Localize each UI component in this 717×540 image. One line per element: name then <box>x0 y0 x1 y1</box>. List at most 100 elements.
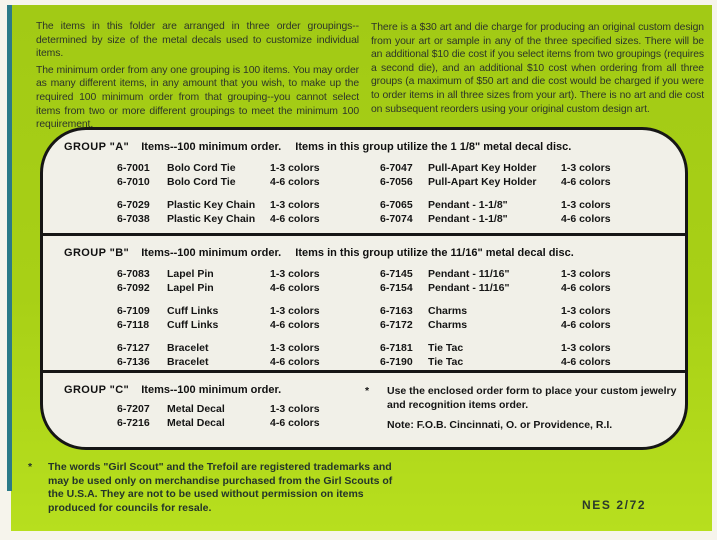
item-name: Pendant - 11/16" <box>428 282 510 294</box>
item-code: 6-7163 <box>380 305 413 317</box>
item-colors: 1-3 colors <box>270 199 320 211</box>
table-row: 6-7038 Plastic Key Chain 4-6 colors <box>117 212 320 226</box>
item-colors: 4-6 colors <box>270 356 320 368</box>
item-colors: 4-6 colors <box>270 282 320 294</box>
group-a-left-column: 6-7001 Bolo Cord Tie 1-3 colors 6-7010 B… <box>117 161 320 226</box>
form-code: NES 2/72 <box>582 498 647 512</box>
group-desc: Items in this group utilize the 1 1/8" m… <box>295 141 572 153</box>
fob-note: Note: F.O.B. Cincinnati, O. or Providenc… <box>387 419 613 431</box>
item-colors: 1-3 colors <box>561 268 611 280</box>
item-colors: 4-6 colors <box>270 319 320 331</box>
intro-right-paragraph-1: There is a $30 art and die charge for pr… <box>371 22 704 115</box>
table-row: 6-7118 Cuff Links 4-6 colors <box>117 318 320 332</box>
group-a-header: GROUP "A" Items--100 minimum order. Item… <box>43 130 685 153</box>
trademark-footnote-text: The words "Girl Scout" and the Trefoil a… <box>48 461 393 514</box>
table-row: 6-7145 Pendant - 11/16" 1-3 colors <box>380 267 611 281</box>
table-row: 6-7074 Pendant - 1-1/8" 4-6 colors <box>380 212 611 226</box>
item-name: Charms <box>428 305 468 317</box>
item-colors: 4-6 colors <box>270 417 320 429</box>
item-code: 6-7118 <box>117 319 150 331</box>
item-colors: 1-3 colors <box>561 342 611 354</box>
asterisk-marker: * <box>28 461 33 473</box>
item-colors: 4-6 colors <box>561 319 611 331</box>
table-row: 6-7154 Pendant - 11/16" 4-6 colors <box>380 281 611 295</box>
item-colors: 1-3 colors <box>270 162 320 174</box>
item-colors: 1-3 colors <box>561 162 611 174</box>
table-row: 6-7172 Charms 4-6 colors <box>380 318 611 332</box>
table-row: 6-7207 Metal Decal 1-3 colors <box>117 402 320 416</box>
item-code: 6-7181 <box>380 342 413 354</box>
item-name: Metal Decal <box>167 403 225 415</box>
item-name: Cuff Links <box>167 319 219 331</box>
item-colors: 1-3 colors <box>561 305 611 317</box>
item-colors: 4-6 colors <box>561 282 611 294</box>
table-row: 6-7001 Bolo Cord Tie 1-3 colors <box>117 161 320 175</box>
table-row: 6-7010 Bolo Cord Tie 4-6 colors <box>117 175 320 189</box>
table-row: 6-7216 Metal Decal 4-6 colors <box>117 416 320 430</box>
group-label: GROUP "A" <box>64 141 130 153</box>
item-colors: 1-3 colors <box>270 268 320 280</box>
item-colors: 4-6 colors <box>561 176 611 188</box>
item-colors: 4-6 colors <box>561 356 611 368</box>
table-row: 6-7092 Lapel Pin 4-6 colors <box>117 281 320 295</box>
table-row: 6-7065 Pendant - 1-1/8" 1-3 colors <box>380 198 611 212</box>
table-row: 6-7181 Tie Tac 1-3 colors <box>380 341 611 355</box>
intro-left-paragraph-2: The minimum order from any one grouping … <box>36 64 359 131</box>
order-groupings-panel: GROUP "A" Items--100 minimum order. Item… <box>40 127 688 450</box>
group-min-order: Items--100 minimum order. <box>141 247 282 259</box>
table-row: 6-7029 Plastic Key Chain 1-3 colors <box>117 198 320 212</box>
item-code: 6-7136 <box>117 356 150 368</box>
order-form-note: * Use the enclosed order form to place y… <box>365 385 685 433</box>
item-code: 6-7038 <box>117 213 150 225</box>
table-row: 6-7083 Lapel Pin 1-3 colors <box>117 267 320 281</box>
item-name: Charms <box>428 319 468 331</box>
table-row: 6-7190 Tie Tac 4-6 colors <box>380 355 611 369</box>
table-row: 6-7109 Cuff Links 1-3 colors <box>117 304 320 318</box>
item-name: Bolo Cord Tie <box>167 176 236 188</box>
item-colors: 4-6 colors <box>270 176 320 188</box>
item-name: Lapel Pin <box>167 282 214 294</box>
group-c-section: GROUP "C" Items--100 minimum order. 6-72… <box>43 370 685 447</box>
group-min-order: Items--100 minimum order. <box>141 141 282 153</box>
item-colors: 1-3 colors <box>270 305 320 317</box>
group-b-left-column: 6-7083 Lapel Pin 1-3 colors 6-7092 Lapel… <box>117 267 320 369</box>
item-name: Bracelet <box>167 342 209 354</box>
item-code: 6-7127 <box>117 342 150 354</box>
group-b-section: GROUP "B" Items--100 minimum order. Item… <box>43 233 685 370</box>
item-name: Pull-Apart Key Holder <box>428 176 537 188</box>
item-code: 6-7207 <box>117 403 150 415</box>
item-name: Bolo Cord Tie <box>167 162 236 174</box>
item-code: 6-7001 <box>117 162 150 174</box>
group-b-header: GROUP "B" Items--100 minimum order. Item… <box>43 236 685 259</box>
item-name: Pendant - 1-1/8" <box>428 199 508 211</box>
order-note-text: Use the enclosed order form to place you… <box>387 385 677 411</box>
item-name: Pull-Apart Key Holder <box>428 162 537 174</box>
page-spine-line <box>7 5 12 491</box>
trademark-footnote: * The words "Girl Scout" and the Trefoil… <box>28 461 396 515</box>
table-row: 6-7056 Pull-Apart Key Holder 4-6 colors <box>380 175 611 189</box>
table-row: 6-7163 Charms 1-3 colors <box>380 304 611 318</box>
item-code: 6-7056 <box>380 176 413 188</box>
item-code: 6-7172 <box>380 319 413 331</box>
intro-right-paragraph: There is a $30 art and die charge for pr… <box>371 21 704 119</box>
asterisk-marker: * <box>365 385 370 397</box>
item-code: 6-7145 <box>380 268 413 280</box>
group-c-header: GROUP "C" Items--100 minimum order. <box>43 373 685 396</box>
table-row: 6-7127 Bracelet 1-3 colors <box>117 341 320 355</box>
item-code: 6-7065 <box>380 199 413 211</box>
group-c-left-column: 6-7207 Metal Decal 1-3 colors 6-7216 Met… <box>117 402 320 430</box>
table-row: 6-7047 Pull-Apart Key Holder 1-3 colors <box>380 161 611 175</box>
item-name: Pendant - 11/16" <box>428 268 510 280</box>
item-name: Pendant - 1-1/8" <box>428 213 508 225</box>
item-code: 6-7083 <box>117 268 150 280</box>
intro-left-paragraph-1: The items in this folder are arranged in… <box>36 21 359 60</box>
item-code: 6-7190 <box>380 356 413 368</box>
item-code: 6-7010 <box>117 176 150 188</box>
group-label: GROUP "C" <box>64 384 130 396</box>
intro-left-paragraphs: The items in this folder are arranged in… <box>36 20 359 135</box>
item-colors: 1-3 colors <box>561 199 611 211</box>
item-name: Bracelet <box>167 356 209 368</box>
item-code: 6-7109 <box>117 305 150 317</box>
item-name: Tie Tac <box>428 342 464 354</box>
item-name: Lapel Pin <box>167 268 214 280</box>
